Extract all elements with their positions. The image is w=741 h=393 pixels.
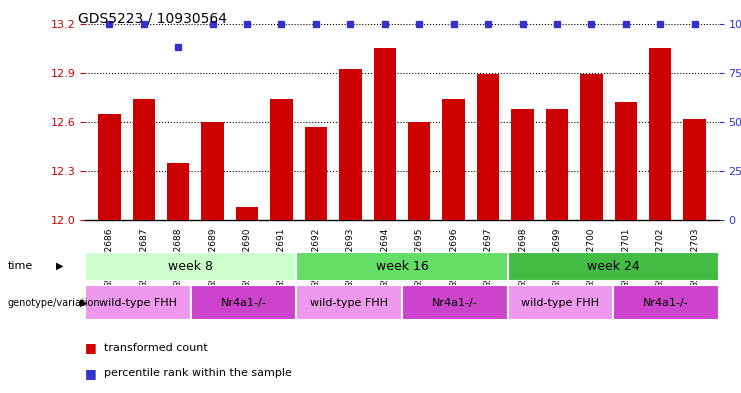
Bar — [296, 285, 402, 320]
Text: ▶: ▶ — [80, 298, 87, 308]
Bar — [580, 74, 602, 220]
Text: Nr4a1-/-: Nr4a1-/- — [221, 298, 267, 308]
Bar — [477, 74, 499, 220]
Text: week 24: week 24 — [587, 260, 639, 273]
Bar — [167, 163, 190, 220]
Bar — [614, 285, 719, 320]
Text: genotype/variation: genotype/variation — [7, 298, 100, 308]
Text: Nr4a1-/-: Nr4a1-/- — [432, 298, 478, 308]
Text: wild-type FHH: wild-type FHH — [522, 298, 599, 308]
Bar — [270, 99, 293, 220]
Bar — [339, 70, 362, 220]
Bar — [683, 119, 706, 220]
Bar — [133, 99, 155, 220]
Bar — [402, 285, 508, 320]
Text: GDS5223 / 10930564: GDS5223 / 10930564 — [78, 12, 227, 26]
Bar — [614, 102, 637, 220]
Bar — [191, 285, 296, 320]
Text: wild-type FHH: wild-type FHH — [99, 298, 177, 308]
Text: Nr4a1-/-: Nr4a1-/- — [643, 298, 689, 308]
Text: ▶: ▶ — [56, 261, 64, 271]
Bar — [511, 109, 534, 220]
Text: ■: ■ — [85, 367, 97, 380]
Bar — [373, 48, 396, 220]
Text: percentile rank within the sample: percentile rank within the sample — [104, 368, 292, 378]
Text: week 8: week 8 — [168, 260, 213, 273]
Bar — [408, 122, 431, 220]
Text: transformed count: transformed count — [104, 343, 207, 353]
Bar — [546, 109, 568, 220]
Bar — [85, 252, 296, 281]
Bar — [649, 48, 671, 220]
Text: time: time — [7, 261, 33, 271]
Bar — [305, 127, 327, 220]
Bar — [508, 285, 614, 320]
Bar — [236, 207, 258, 220]
Text: week 16: week 16 — [376, 260, 428, 273]
Bar — [442, 99, 465, 220]
Bar — [98, 114, 121, 220]
Text: wild-type FHH: wild-type FHH — [310, 298, 388, 308]
Bar — [296, 252, 508, 281]
Text: ■: ■ — [85, 341, 97, 354]
Bar — [85, 285, 191, 320]
Bar — [508, 252, 719, 281]
Bar — [202, 122, 224, 220]
